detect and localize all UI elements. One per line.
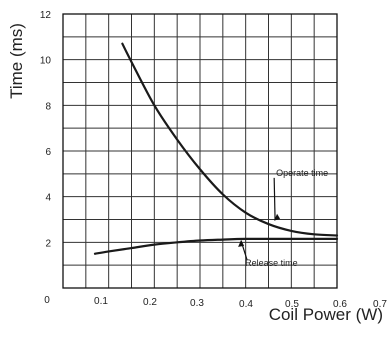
x-tick-label: 0.7 [373, 299, 387, 310]
y-tick-label: 4 [45, 193, 51, 204]
plot-border [62, 13, 338, 289]
x-tick-label: 0.5 [285, 299, 299, 310]
x-tick-label: 0.1 [94, 296, 108, 307]
y-tick-label: 6 [45, 147, 51, 158]
y-tick-label: 8 [45, 101, 51, 112]
x-tick-label: 0.3 [190, 298, 204, 309]
operate-time-arrowhead [274, 213, 281, 221]
x-tick-label: 0 [44, 295, 50, 306]
grid [62, 13, 338, 289]
x-tick-label: 0.2 [143, 297, 157, 308]
x-tick-label: 0.6 [333, 299, 347, 310]
annotations: Operate time Release time [238, 168, 328, 268]
x-tick-label: 0.4 [239, 299, 253, 310]
series-lines [93, 42, 339, 255]
operate-time-label: Operate time [276, 168, 328, 178]
release-time-line [93, 237, 339, 255]
y-axis-label: Time (ms) [7, 23, 26, 99]
operate-time-line [121, 42, 339, 237]
y-tick-label: 12 [40, 10, 52, 21]
x-axis-label: Coil Power (W) [269, 305, 383, 324]
y-tick-label: 10 [40, 56, 52, 67]
release-time-label: Release time [245, 258, 298, 268]
y-tick-label: 2 [45, 238, 51, 249]
operate-time-leader [273, 177, 276, 220]
axes: 0 0.1 0.2 0.3 0.4 0.5 0.6 0.7 2 4 6 8 10 12 [40, 10, 388, 310]
release-time-arrowhead [238, 239, 245, 247]
